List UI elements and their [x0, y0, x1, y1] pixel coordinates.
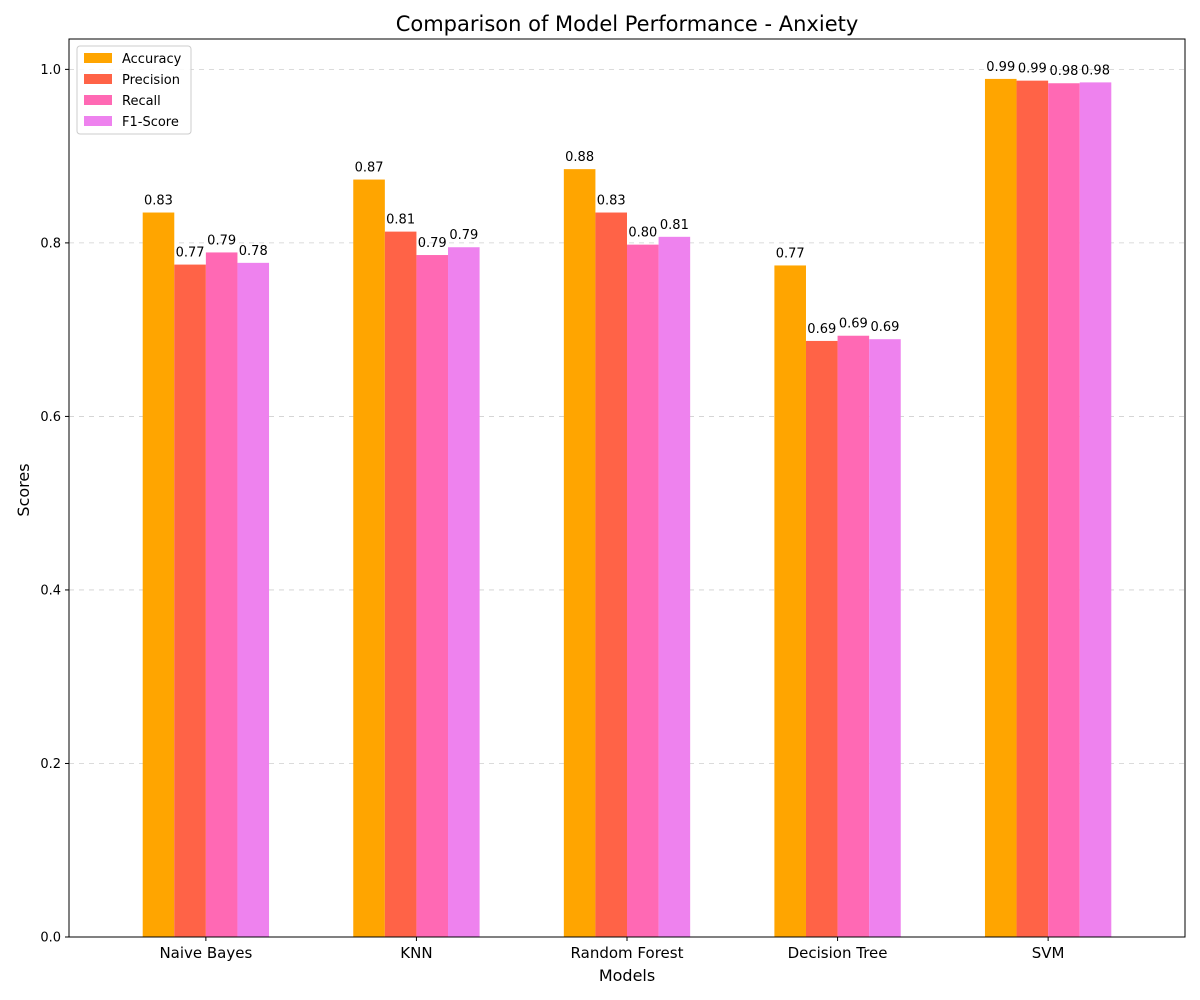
bar-value-label: 0.79	[418, 236, 447, 251]
legend-swatch	[84, 53, 112, 63]
bar-value-label: 0.83	[144, 194, 173, 209]
bar-accuracy	[142, 212, 175, 938]
y-tick-label: 0.8	[40, 236, 61, 251]
bar-precision	[174, 264, 206, 937]
x-tick-label: Decision Tree	[788, 944, 888, 962]
chart-title: Comparison of Model Performance - Anxiet…	[396, 12, 859, 36]
x-axis-ticks: Naive Bayes KNN Random Forest Decision Tree…	[159, 937, 1064, 962]
bar-precision	[805, 340, 838, 937]
bar-value-label: 0.99	[986, 60, 1015, 75]
bar-value-label: 0.81	[386, 213, 415, 228]
bar-precision	[384, 231, 417, 937]
bar-recall	[416, 255, 449, 937]
bar-value-label: 0.78	[239, 244, 268, 259]
legend-label: Precision	[122, 73, 180, 88]
bar-f1-score	[869, 339, 901, 938]
bar-f1-score	[658, 236, 691, 937]
bar-f1-score	[237, 262, 270, 938]
y-tick-label: 1.0	[40, 63, 61, 78]
y-tick-label: 0.4	[40, 583, 61, 598]
bar-value-label: 0.81	[660, 218, 689, 233]
bar-f1-score	[1079, 82, 1112, 937]
bar-recall	[205, 252, 238, 937]
bar-value-label: 0.88	[565, 150, 594, 165]
bar-value-label: 0.98	[1081, 63, 1110, 78]
bar-recall	[627, 244, 659, 938]
x-tick-label: SVM	[1032, 944, 1065, 962]
bar-accuracy	[353, 179, 385, 937]
legend-swatch	[84, 74, 112, 84]
y-tick-label: 0.6	[40, 410, 61, 425]
bar-value-label: 0.79	[207, 233, 236, 248]
x-tick-label: Naive Bayes	[159, 944, 252, 962]
bar-value-label: 0.98	[1049, 64, 1078, 79]
bars-layer	[142, 78, 1112, 938]
legend-label: Accuracy	[122, 52, 182, 67]
bar-f1-score	[448, 247, 480, 938]
bar-precision	[1016, 80, 1049, 938]
bar-value-label: 0.87	[355, 161, 384, 176]
bar-value-label: 0.77	[776, 246, 805, 261]
legend-label: F1-Score	[122, 115, 179, 130]
bar-value-label: 0.77	[176, 246, 205, 261]
bar-value-label: 0.79	[449, 228, 478, 243]
y-tick-label: 0.2	[40, 757, 61, 772]
x-axis-label: Models	[599, 966, 655, 985]
bar-value-label: 0.99	[1018, 62, 1047, 77]
legend-box	[76, 45, 192, 135]
bar-value-label: 0.69	[839, 317, 868, 332]
y-axis-label: Scores	[14, 463, 33, 516]
x-tick-label: KNN	[400, 944, 432, 962]
x-tick-label: Random Forest	[571, 944, 684, 962]
bar-accuracy	[984, 78, 1017, 937]
bar-value-label: 0.69	[807, 322, 836, 337]
data-labels-layer: 0.83 0.87 0.88 0.77 0.99 0.77 0.81 0.83 0.69 0.99…	[144, 60, 1110, 337]
y-axis-ticks: 0.0 0.2 0.4 0.6 0.8 1.0	[40, 63, 69, 946]
bar-recall	[1048, 83, 1080, 938]
bar-value-label: 0.69	[870, 320, 899, 335]
bar-value-label: 0.83	[597, 194, 626, 209]
y-tick-label: 0.0	[40, 931, 61, 946]
legend-label: Recall	[122, 94, 161, 109]
bar-recall	[837, 335, 870, 937]
bar-accuracy	[774, 265, 806, 938]
legend-swatch	[84, 116, 112, 126]
bar-accuracy	[563, 169, 596, 938]
legend-swatch	[84, 95, 112, 105]
bar-value-label: 0.80	[628, 226, 657, 241]
bar-precision	[595, 212, 627, 938]
legend: Accuracy Precision Recall F1-Score	[76, 45, 192, 135]
